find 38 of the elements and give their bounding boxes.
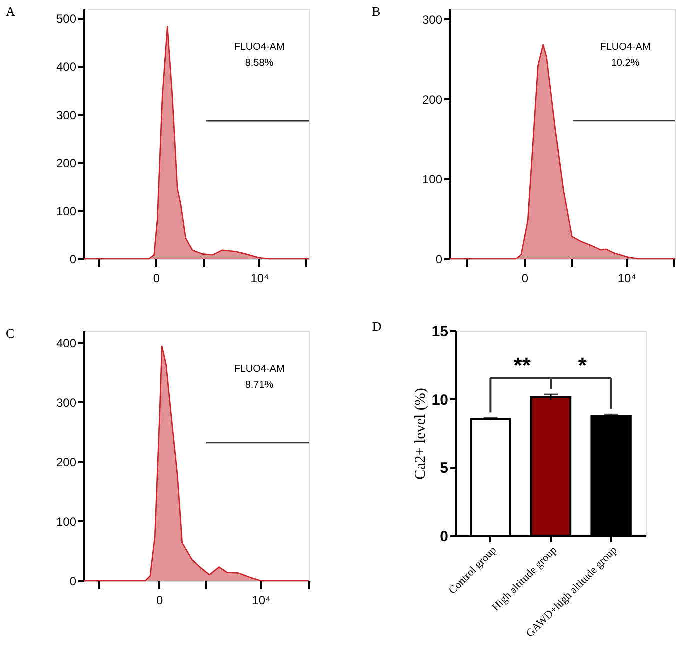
y-axis-title: Ca2+ level (%) bbox=[412, 388, 429, 480]
x-tick-label: 10⁴ bbox=[252, 594, 271, 608]
annotation: FLUO4-AM bbox=[600, 42, 651, 53]
annotation: 8.58% bbox=[245, 58, 274, 69]
y-tick-label: 400 bbox=[56, 60, 77, 74]
x-tick-label: 10⁴ bbox=[618, 272, 636, 286]
y-tick-label: 100 bbox=[56, 514, 77, 529]
y-tick-label: 200 bbox=[56, 455, 77, 470]
chart-title: D bbox=[372, 319, 382, 334]
annotation: ** bbox=[514, 352, 532, 378]
y-tick-label: 300 bbox=[422, 12, 443, 27]
annotation: FLUO4-AM bbox=[234, 42, 285, 53]
x-tick-label: 10⁴ bbox=[250, 272, 270, 286]
x-tick-label: 0 bbox=[156, 594, 164, 608]
y-tick-label: 300 bbox=[56, 396, 77, 410]
y-tick-label: 10 bbox=[432, 392, 448, 409]
y-tick-label: 400 bbox=[56, 336, 77, 350]
annotation: FLUO4-AM bbox=[234, 364, 285, 375]
y-tick-label: 100 bbox=[56, 204, 77, 218]
chart-title: C bbox=[6, 326, 15, 341]
y-tick-label: 300 bbox=[56, 108, 77, 122]
y-tick-label: 5 bbox=[440, 460, 448, 478]
x-tick-label: 0 bbox=[522, 272, 529, 286]
annotation: * bbox=[578, 352, 588, 378]
chart-title: A bbox=[6, 4, 16, 19]
y-tick-label: 200 bbox=[56, 156, 77, 170]
y-tick-label: 0 bbox=[436, 252, 443, 266]
x-tick-label: 0 bbox=[153, 272, 160, 286]
annotation: 10.2% bbox=[611, 58, 640, 69]
chart-title: B bbox=[372, 4, 381, 19]
y-tick-label: 0 bbox=[70, 574, 77, 588]
y-tick-label: 500 bbox=[56, 12, 77, 26]
y-tick-label: 15 bbox=[432, 324, 448, 340]
y-tick-label: 200 bbox=[422, 92, 443, 107]
y-tick-label: 100 bbox=[422, 172, 443, 187]
annotation: 8.71% bbox=[245, 380, 274, 391]
y-tick-label: 0 bbox=[440, 528, 448, 546]
y-tick-label: 0 bbox=[70, 252, 77, 266]
